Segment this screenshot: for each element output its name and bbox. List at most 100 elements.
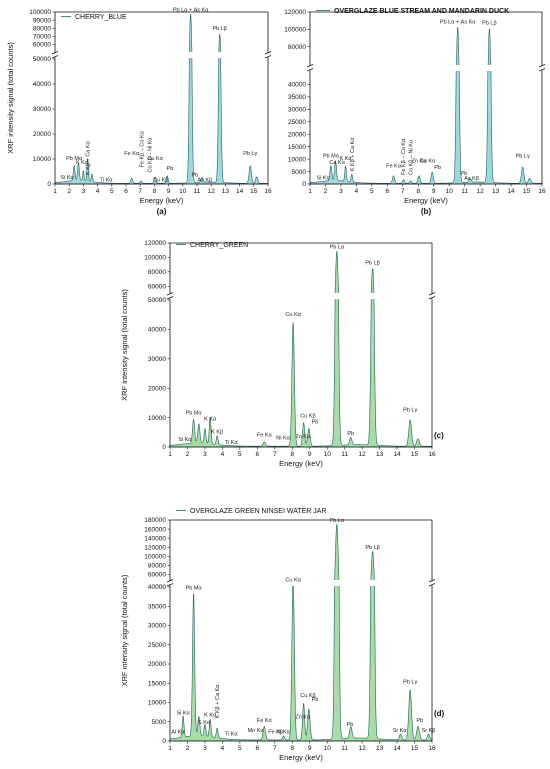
axis-break-mark <box>166 579 174 583</box>
peak-label: Cu Kα <box>285 578 301 584</box>
y-tick-label: 120000 <box>144 240 166 247</box>
axis-break-mark <box>166 296 174 300</box>
axis-break-mask <box>429 580 435 586</box>
x-tick-label: 5 <box>238 745 242 752</box>
axis-break-mark <box>428 579 436 583</box>
peak-label: Sr Kα <box>393 728 408 734</box>
y-tick-label: 50000 <box>33 56 51 63</box>
axis-break-mark <box>306 68 314 72</box>
x-tick-label: 3 <box>203 745 207 752</box>
peak-label: Si Kα <box>60 175 74 181</box>
x-tick-label: 12 <box>208 188 216 195</box>
x-tick-label: 4 <box>355 188 359 195</box>
y-tick-label: 80000 <box>33 25 51 32</box>
y-tick-label: 0 <box>162 738 166 745</box>
peak-label: Si Kα <box>176 710 190 716</box>
y-tick-label: 25000 <box>288 119 306 126</box>
x-tick-label: 4 <box>96 188 100 195</box>
y-tick-label: 180000 <box>144 517 166 524</box>
peak-label: Pb Lα + As Kα <box>173 7 209 13</box>
peak-label: Pb <box>434 165 441 171</box>
y-tick-label: 10000 <box>148 700 166 707</box>
peak-label: Pb Mα <box>186 585 203 591</box>
peak-label: Pb Lβ <box>365 261 379 267</box>
x-tick-label: 3 <box>203 451 207 458</box>
x-tick-label: 14 <box>393 745 401 752</box>
x-tick-label: 14 <box>507 188 515 195</box>
peak-label: Pb <box>416 718 423 724</box>
peak-label: K Kβ <box>211 430 223 436</box>
peak-label: Zn Kα <box>412 159 428 165</box>
y-tick-label: 70000 <box>33 34 51 41</box>
axis-break-mask <box>429 293 435 299</box>
y-tick-label: 35000 <box>288 94 306 101</box>
axis-break-mark <box>306 64 314 68</box>
axis-break-mask <box>167 293 173 299</box>
peak-label: Al Kα <box>171 730 185 736</box>
peak-label: Fe Kβ <box>268 730 283 736</box>
axis-break-mark <box>166 583 174 587</box>
x-tick-label: 16 <box>428 745 436 752</box>
axis-break-mark <box>264 51 272 55</box>
x-tick-label: 7 <box>138 188 142 195</box>
peak-label: Co Kβ – Ni Kα <box>409 139 415 175</box>
peak-label: K Kβ + Ca Kα <box>86 140 92 175</box>
y-tick-label: 40000 <box>33 81 51 88</box>
peak-label: Cu Kβ <box>300 693 315 699</box>
x-tick-label: 2 <box>186 745 190 752</box>
peak-label: Co Kβ – Ni Kα <box>147 137 153 173</box>
axis-break-band <box>56 52 267 58</box>
axis-break-mark <box>538 68 546 72</box>
y-tick-label: 120000 <box>284 9 306 16</box>
peak-label: Pb Mα <box>66 156 83 162</box>
x-tick-label: 10 <box>446 188 454 195</box>
y-tick-label: 0 <box>302 181 306 188</box>
peak-label: Si Kα <box>178 437 192 443</box>
peak-label: Pb Mα <box>186 411 203 417</box>
x-tick-label: 8 <box>290 745 294 752</box>
x-tick-label: 9 <box>167 188 171 195</box>
y-axis-label: XRF intensity signal (total counts) <box>120 574 129 686</box>
y-tick-label: 100000 <box>144 554 166 561</box>
x-tick-label: 15 <box>411 451 419 458</box>
y-tick-label: 10000 <box>148 415 166 422</box>
x-tick-label: 4 <box>221 745 225 752</box>
x-tick-label: 9 <box>308 745 312 752</box>
y-tick-label: 100000 <box>284 27 306 34</box>
x-tick-label: 11 <box>341 745 348 752</box>
axis-break-band <box>311 65 541 71</box>
y-tick-label: 5000 <box>152 719 167 726</box>
peak-label: Cu Kβ <box>300 414 315 420</box>
peak-label: Pb Mα <box>323 154 340 160</box>
panel-letter: (a) <box>157 207 167 216</box>
peak-label: Pb Lα <box>330 518 345 524</box>
y-tick-label: 50000 <box>148 297 166 304</box>
spectrum-area <box>169 524 433 742</box>
legend-label: OVERGLAZE BLUE STREAM AND MANDARIN DUCK <box>334 8 509 15</box>
y-tick-label: 60000 <box>148 572 166 579</box>
x-tick-label: 14 <box>393 451 401 458</box>
y-tick-label: 40000 <box>148 584 166 591</box>
peak-label: Pb <box>312 419 319 425</box>
peak-label: K Kα <box>204 417 217 423</box>
y-axis-label: XRF intensity signal (total counts) <box>120 289 129 401</box>
peak-label: Sr Kβ <box>422 728 436 734</box>
x-tick-label: 13 <box>492 188 500 195</box>
y-tick-label: 20000 <box>148 661 166 668</box>
x-tick-label: 12 <box>359 451 367 458</box>
x-tick-label: 1 <box>168 451 172 458</box>
axis-break-mask <box>539 65 545 71</box>
y-tick-label: 15000 <box>148 680 166 687</box>
x-tick-label: 11 <box>461 188 468 195</box>
x-tick-label: 15 <box>523 188 531 195</box>
peak-label: Ni Kα <box>276 730 290 736</box>
x-tick-label: 16 <box>428 451 436 458</box>
panel-letter: (c) <box>434 431 444 440</box>
x-tick-label: 3 <box>82 188 86 195</box>
x-tick-label: 11 <box>194 188 201 195</box>
y-tick-label: 20000 <box>148 385 166 392</box>
